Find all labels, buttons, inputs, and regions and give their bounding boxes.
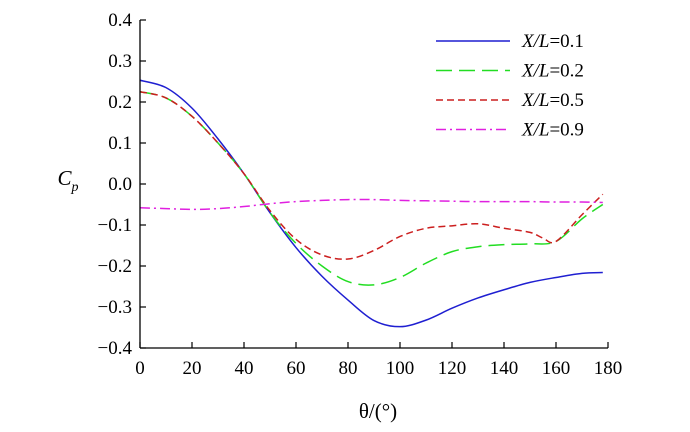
y-axis-label: Cp [57, 166, 78, 195]
x-axis-label: θ/(°) [359, 399, 397, 423]
y-tick-label: −0.1 [98, 215, 132, 236]
legend-label-3: X/L=0.5 [521, 90, 584, 111]
series-layer [139, 79, 604, 328]
y-tick-label: −0.3 [98, 297, 132, 318]
x-tick-label: 180 [594, 358, 623, 379]
x-tick-label: 60 [287, 358, 306, 379]
y-tick-label: −0.2 [98, 256, 132, 277]
legend-label-2: X/L=0.2 [521, 61, 584, 82]
series-line-4 [139, 198, 603, 211]
series-line-3 [139, 91, 604, 260]
series-line-1 [139, 79, 603, 328]
y-tick-label: 0.0 [108, 174, 132, 195]
legend: X/L=0.1 X/L=0.2 X/L=0.5 X/L=0.9 [436, 31, 584, 141]
y-tick-label: 0.3 [108, 51, 132, 72]
series-line-2 [139, 91, 604, 286]
x-tick-label: 80 [339, 358, 358, 379]
axes: 0 20 40 60 80 100 120 140 160 180 0.4 0.3 0.2 0.1 0.0 −… [98, 10, 623, 379]
x-tick-label: 120 [438, 358, 467, 379]
y-tick-label: 0.4 [108, 10, 132, 31]
y-tick-label: 0.2 [108, 92, 132, 113]
x-tick-label: 40 [235, 358, 254, 379]
y-tick-label: 0.1 [108, 133, 132, 154]
x-tick-label: 0 [135, 358, 145, 379]
x-tick-label: 140 [490, 358, 519, 379]
x-tick-label: 100 [386, 358, 415, 379]
legend-label-4: X/L=0.9 [521, 120, 584, 141]
x-tick-label: 20 [183, 358, 202, 379]
legend-label-1: X/L=0.1 [521, 31, 584, 52]
y-tick-label: −0.4 [98, 338, 133, 359]
x-tick-label: 160 [542, 358, 571, 379]
